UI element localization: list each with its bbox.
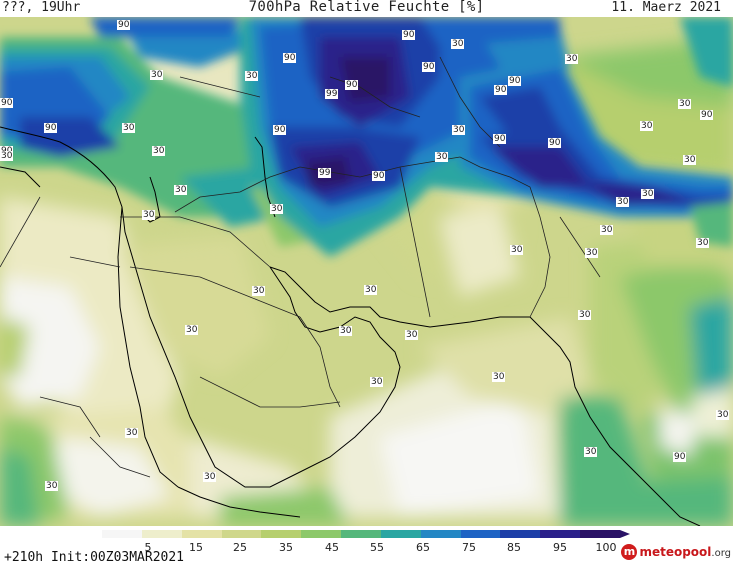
contour-value-label: 90 xyxy=(372,171,386,181)
colorbar xyxy=(102,530,620,538)
contour-value-label: 90 xyxy=(345,80,359,90)
colorbar-segment xyxy=(380,530,421,538)
colorbar-tick-label: 55 xyxy=(370,541,384,554)
contour-value-label: 30 xyxy=(150,70,164,80)
contour-value-label: 30 xyxy=(600,225,614,235)
contour-value-label: 30 xyxy=(683,155,697,165)
contour-value-label: 30 xyxy=(578,310,592,320)
contour-value-label: 90 xyxy=(673,452,687,462)
contour-value-label: 30 xyxy=(364,285,378,295)
colorbar-segment xyxy=(540,530,581,538)
contour-value-label: 30 xyxy=(405,330,419,340)
colorbar-segment xyxy=(580,530,620,538)
colorbar-segment xyxy=(102,530,142,538)
contour-value-label: 90 xyxy=(0,98,14,108)
contour-value-label: 30 xyxy=(452,125,466,135)
colorbar-tick-label: 45 xyxy=(325,541,339,554)
colorbar-tick-label: 65 xyxy=(416,541,430,554)
contour-value-label: 90 xyxy=(494,85,508,95)
contour-value-label: 90 xyxy=(422,62,436,72)
contour-value-label: 30 xyxy=(142,210,156,220)
contour-value-label: 30 xyxy=(435,152,449,162)
colorbar-tick-label: 25 xyxy=(233,541,247,554)
colorbar-tick-label: 5 xyxy=(144,541,152,554)
logo-text: meteopool.org xyxy=(639,545,731,559)
colorbar-tick-label: 15 xyxy=(189,541,203,554)
colorbar-segment xyxy=(141,530,182,538)
colorbar-segment xyxy=(460,530,501,538)
contour-value-label: 90 xyxy=(548,138,562,148)
valid-time-label: ???, 19Uhr xyxy=(2,0,81,15)
contour-value-label: 30 xyxy=(185,325,199,335)
contour-value-label: 30 xyxy=(270,204,284,214)
contour-value-label: 30 xyxy=(584,447,598,457)
humidity-map: 90 90 90 90 90 90 99 90 90 90 30 30 30 30 30 30 90 90 99 90… xyxy=(0,17,733,526)
contour-value-label: 30 xyxy=(0,151,14,161)
contour-value-label: 30 xyxy=(203,472,217,482)
contour-value-label: 30 xyxy=(616,197,630,207)
contour-value-label: 90 xyxy=(493,134,507,144)
meteopool-logo[interactable]: m meteopool.org xyxy=(621,544,731,560)
colorbar-segment xyxy=(181,530,222,538)
contour-value-label: 30 xyxy=(122,123,136,133)
coastlines xyxy=(0,126,701,526)
contour-value-label: 30 xyxy=(125,428,139,438)
colorbar-segment xyxy=(420,530,461,538)
contour-value-label: 30 xyxy=(640,121,654,131)
contour-value-label: 30 xyxy=(585,248,599,258)
init-time-label: +210h Init:00Z03MAR2021 xyxy=(4,550,185,565)
logo-icon: m xyxy=(621,544,638,560)
contour-value-label: 90 xyxy=(273,125,287,135)
contour-value-label: 90 xyxy=(508,76,522,86)
contour-value-label: 30 xyxy=(339,326,353,336)
colorbar-segment xyxy=(341,530,381,538)
colorbar-segment xyxy=(301,530,342,538)
contour-value-label: 30 xyxy=(370,377,384,387)
colorbar-arrow xyxy=(620,530,630,538)
contour-value-label: 90 xyxy=(283,53,297,63)
valid-date-label: 11. Maerz 2021 xyxy=(611,0,721,15)
colorbar-tick-label: 75 xyxy=(462,541,476,554)
colorbar-tick-label: 100 xyxy=(595,541,617,554)
contour-value-label: 30 xyxy=(678,99,692,109)
contour-value-label: 90 xyxy=(700,110,714,120)
colorbar-tick-label: 35 xyxy=(279,541,293,554)
colorbar-segment xyxy=(261,530,302,538)
contour-value-label: 30 xyxy=(696,238,710,248)
contour-value-label: 30 xyxy=(174,185,188,195)
contour-value-label: 30 xyxy=(45,481,59,491)
humidity-field xyxy=(0,17,733,526)
colorbar-segment xyxy=(221,530,262,538)
contour-value-label: 30 xyxy=(716,410,730,420)
contour-value-label: 99 xyxy=(318,168,332,178)
legend-area: 5 15 25 35 45 55 65 75 85 95 100 +210h Init:00Z03M… xyxy=(0,526,733,566)
contour-value-label: 30 xyxy=(245,71,259,81)
colorbar-tick-label: 95 xyxy=(553,541,567,554)
contour-value-label: 30 xyxy=(641,189,655,199)
contour-value-label: 30 xyxy=(451,39,465,49)
contour-value-label: 30 xyxy=(565,54,579,64)
contour-value-label: 30 xyxy=(252,286,266,296)
contour-value-label: 90 xyxy=(44,123,58,133)
contour-value-label: 90 xyxy=(117,20,131,30)
map-title: 700hPa Relative Feuchte [%] xyxy=(248,0,485,15)
contour-value-label: 30 xyxy=(152,146,166,156)
colorbar-tick-label: 85 xyxy=(507,541,521,554)
contour-value-label: 30 xyxy=(510,245,524,255)
colorbar-segment xyxy=(500,530,541,538)
contour-value-label: 90 xyxy=(402,30,416,40)
contour-value-label: 99 xyxy=(325,89,339,99)
contour-value-label: 30 xyxy=(492,372,506,382)
